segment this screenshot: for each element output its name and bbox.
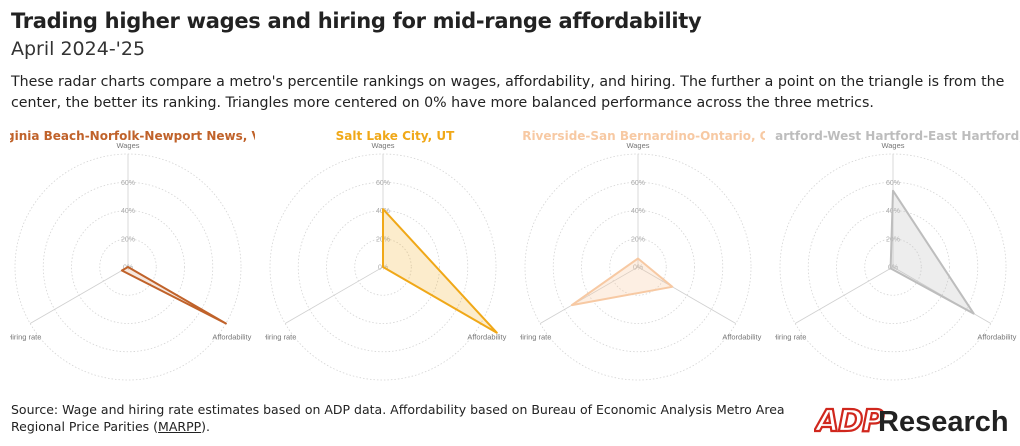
axis-label: Wages [881,141,904,150]
radar-panel: Hartford-West Hartford-East Hartford, CT… [765,129,1020,381]
tick-label: 60% [121,180,135,187]
axis-label: Wages [116,141,139,150]
series-title: Salt Lake City, UT [336,129,456,143]
source-note: Source: Wage and hiring rate estimates b… [11,401,811,435]
series-title: Hartford-West Hartford-East Hartford, CT [765,129,1020,143]
tick-label: 40% [631,208,645,215]
tick-label: 0% [888,265,898,272]
axis-label: Hiring rate [262,333,297,342]
axis-label: Affordability [977,333,1016,342]
series-polygon [889,189,975,315]
axis-label: Affordability [212,333,251,342]
series-title: Riverside-San Bernardino-Ontario, CA [522,129,778,143]
grid-circle [581,210,695,324]
axis-label: Hiring rate [517,333,552,342]
grid-circle [779,153,1007,381]
radar-panel: Virginia Beach-Norfolk-Newport News, VA-… [0,129,293,381]
axis-label: Wages [371,141,394,150]
marpp-link[interactable]: MARPP [158,419,202,434]
source-text: Source: Wage and hiring rate estimates b… [11,402,785,434]
radar-panel: Salt Lake City, UT0%20%40%60%WagesAfford… [262,129,507,381]
adp-research-logo: ADP Research [814,403,1009,440]
grid-circle [14,153,242,381]
series-polygon [382,208,498,334]
series-polygon [120,266,227,325]
logo-suffix: Research [878,406,1009,438]
adp-logo-mark: ADP [814,403,886,440]
page-title: Trading higher wages and hiring for mid-… [11,9,702,33]
source-text-end: ). [201,419,211,434]
axis-spoke [284,266,384,324]
axis-label: Hiring rate [7,333,42,342]
series-polygon [570,257,674,307]
radar-panel: Riverside-San Bernardino-Ontario, CA 0% 20… [517,129,778,381]
axis-spoke [539,266,639,324]
axis-label: Hiring rate [772,333,807,342]
tick-label: 20% [886,236,900,243]
chart-description: These radar charts compare a metro's per… [11,74,1005,111]
axis-spoke [794,266,894,324]
grid-circle [354,238,412,296]
svg-text:ADP: ADP [814,404,884,439]
axis-label: Affordability [467,333,506,342]
series-title: Virginia Beach-Norfolk-Newport News, VA-… [0,129,293,143]
tick-label: 0% [633,265,643,272]
page-subtitle: April 2024-'25 [11,38,146,60]
grid-circle [524,153,752,381]
grid-circle [269,153,497,381]
tick-label: 60% [631,180,645,187]
grid-circle [807,181,979,353]
tick-label: 20% [121,236,135,243]
axis-label: Wages [626,141,649,150]
grid-circle [864,238,922,296]
tick-label: 60% [886,180,900,187]
axis-spoke [637,266,737,324]
grid-circle [552,181,724,353]
grid-circle [297,181,469,353]
grid-circle [99,238,157,296]
axis-spoke [29,266,129,324]
radar-charts: Virginia Beach-Norfolk-Newport News, VA-… [0,129,1020,381]
tick-label: 40% [121,208,135,215]
axis-label: Affordability [722,333,761,342]
grid-circle [609,238,667,296]
tick-label: 60% [376,180,390,187]
grid-circle [836,210,950,324]
grid-circle [42,181,214,353]
grid-circle [71,210,185,324]
tick-label: 20% [631,236,645,243]
grid-circle [326,210,440,324]
